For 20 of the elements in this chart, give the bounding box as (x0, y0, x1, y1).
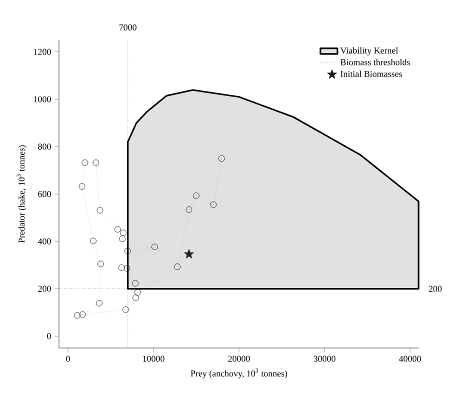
y-tick-label: 800 (38, 144, 51, 150)
legend-label: Biomass thresholds (340, 58, 410, 66)
x-axis-title: Prey (anchovy, 10$^{3}$ tonnes) (190, 368, 288, 378)
y-tick-label: 600 (38, 190, 51, 198)
x-tick-label: 20000 (228, 356, 250, 362)
x-tick-label: 40000 (398, 356, 421, 362)
y-tick-label: 0 (47, 333, 51, 340)
y-tick-label: 1000 (34, 96, 51, 102)
x-tick-label: 0 (66, 356, 70, 362)
x-tick-label: 30000 (314, 356, 336, 362)
legend-label: Initial Biomasses (340, 70, 402, 77)
x-tick-label: 10000 (143, 356, 164, 362)
y-tick-label: 1200 (34, 48, 51, 55)
legend-label: Viability Kernel (340, 47, 398, 56)
annotation: 7000 (119, 24, 136, 30)
y-axis-title: Predator (hake, 10$^{3}$ tonnes) (16, 145, 26, 243)
y-tick-label: 200 (38, 286, 51, 292)
y-tick-label: 400 (38, 238, 51, 244)
annotation: 200 (428, 286, 442, 292)
point (184, 248, 194, 258)
